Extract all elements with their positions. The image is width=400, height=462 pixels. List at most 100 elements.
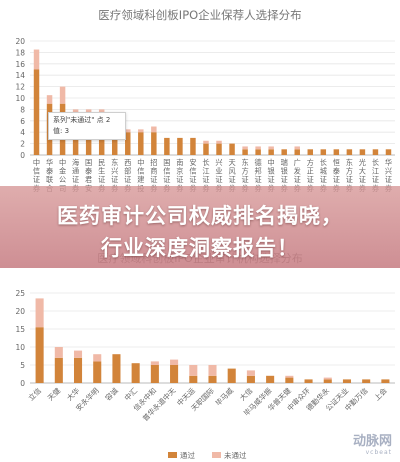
- headline-banner: 医药审计公司权威排名揭晓， 行业深度洞察报告！: [0, 186, 400, 268]
- chart-tooltip: 系列"未通过" 点 2 值: 3: [48, 112, 126, 140]
- y-tick-label: 14: [15, 71, 25, 80]
- y-tick-label: 6: [20, 117, 25, 126]
- bar-passed: [125, 132, 131, 155]
- bar-failed: [46, 95, 53, 104]
- bar-failed: [93, 354, 102, 362]
- legend-label: 未通过: [224, 450, 247, 460]
- bar-passed: [33, 69, 40, 155]
- bar-passed: [208, 375, 217, 383]
- legend-swatch: [212, 452, 221, 458]
- bar-passed: [164, 137, 170, 155]
- bar-failed: [35, 298, 44, 328]
- bar-failed: [208, 365, 217, 376]
- bar-failed: [255, 146, 261, 150]
- bar-passed: [381, 379, 390, 383]
- bar-failed: [242, 146, 248, 150]
- y-tick-label: 2: [20, 140, 25, 149]
- bar-passed: [216, 143, 222, 155]
- bar-passed: [93, 361, 102, 383]
- bar-passed: [35, 327, 44, 383]
- bar-passed: [359, 149, 366, 155]
- legend-swatch: [168, 452, 177, 458]
- bar-passed: [385, 149, 392, 155]
- bar-passed: [281, 149, 287, 155]
- tooltip-line-2: 值: 3: [53, 127, 70, 135]
- bar-passed: [203, 143, 209, 155]
- y-tick-label: 10: [15, 343, 25, 352]
- bar-failed: [73, 350, 83, 358]
- bar-failed: [151, 126, 157, 133]
- bar-passed: [138, 132, 144, 155]
- bar-passed: [111, 126, 118, 155]
- y-tick-label: 25: [15, 289, 25, 298]
- y-tick-label: 20: [15, 307, 25, 316]
- x-tick-label: 天健: [46, 386, 63, 403]
- legend-label: 通过: [180, 450, 195, 460]
- y-tick-label: 8: [20, 105, 25, 114]
- watermark-logo: 动脉网 vcbeat: [353, 430, 392, 456]
- bar-passed: [189, 375, 198, 383]
- y-tick-label: 18: [15, 48, 25, 57]
- bar-failed: [125, 129, 131, 133]
- bar-passed: [342, 379, 352, 383]
- watermark-sub: vcbeat: [365, 449, 392, 456]
- bar-passed: [346, 149, 353, 155]
- bar-failed: [285, 375, 294, 378]
- bar-passed: [266, 375, 275, 383]
- bar-failed: [59, 86, 66, 104]
- y-tick-label: 5: [20, 361, 25, 370]
- bar-passed: [170, 365, 179, 383]
- bar-failed: [216, 140, 222, 144]
- bar-failed: [170, 359, 179, 365]
- bar-failed: [150, 361, 159, 365]
- bar-passed: [255, 149, 261, 155]
- bar-passed: [73, 357, 83, 383]
- watermark-brand: 动脉网: [352, 434, 392, 449]
- y-tick-label: 15: [15, 325, 25, 334]
- banner-line-2: 行业深度洞察报告！: [101, 236, 299, 260]
- bar-passed: [246, 375, 255, 383]
- bar-passed: [307, 149, 314, 155]
- y-tick-label: 16: [15, 60, 25, 69]
- bar-passed: [150, 365, 159, 383]
- bar-failed: [33, 49, 40, 70]
- banner-line-1: 医药审计公司权威排名揭晓，: [57, 204, 343, 228]
- bar-failed: [268, 146, 274, 150]
- bar-passed: [294, 149, 300, 155]
- bar-passed: [131, 363, 140, 383]
- bar-passed: [320, 149, 327, 155]
- x-tick-label: 毕马威: [214, 386, 236, 408]
- x-tick-label: 容诚: [103, 386, 120, 403]
- y-tick-label: 4: [20, 128, 25, 137]
- y-tick-label: 12: [15, 83, 25, 92]
- chart-title: 医疗领域科创板IPO企业保荐人选择分布: [98, 8, 301, 22]
- bar-passed: [323, 379, 332, 383]
- y-tick-label: 0: [20, 379, 25, 388]
- bar-passed: [190, 137, 196, 155]
- x-tick-label: 上会: [372, 386, 389, 403]
- bar-passed: [333, 149, 340, 155]
- bar-passed: [242, 149, 248, 155]
- y-tick-label: 0: [20, 151, 25, 160]
- bar-failed: [189, 365, 198, 376]
- bar-passed: [372, 149, 379, 155]
- x-tick-label: 立信: [26, 386, 43, 403]
- bar-passed: [227, 368, 236, 383]
- bar-passed: [151, 132, 157, 155]
- bar-failed: [246, 370, 255, 376]
- bar-passed: [177, 137, 183, 155]
- bar-passed: [54, 357, 63, 383]
- bar-failed: [54, 347, 63, 358]
- bar-passed: [268, 149, 274, 155]
- bar-passed: [285, 377, 294, 383]
- y-tick-label: 10: [15, 94, 25, 103]
- bar-failed: [323, 377, 332, 380]
- y-tick-label: 20: [15, 37, 25, 46]
- tooltip-line-1: 系列"未通过" 点 2: [53, 116, 111, 124]
- bar-passed: [362, 379, 371, 383]
- bar-failed: [203, 140, 209, 144]
- bar-passed: [229, 143, 235, 155]
- bar-passed: [112, 354, 121, 383]
- bar-passed: [304, 379, 313, 383]
- bar-failed: [138, 129, 144, 133]
